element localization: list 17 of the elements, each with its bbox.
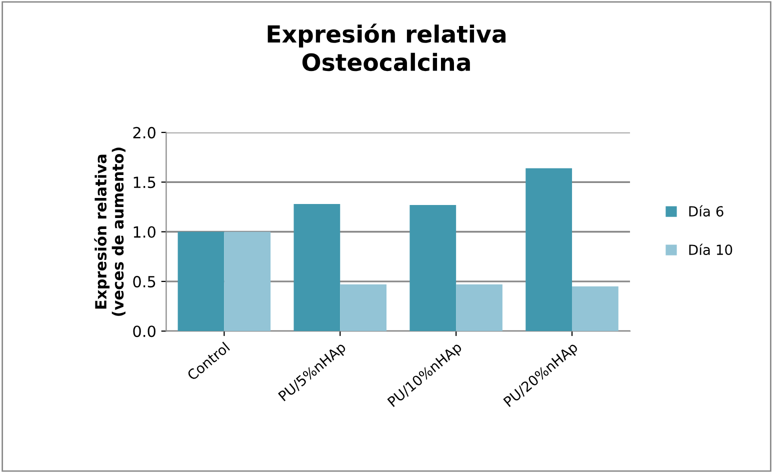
bar — [340, 284, 386, 332]
y-tick-label: 0.0 — [133, 326, 156, 338]
bar — [456, 284, 502, 332]
chart-title: Expresión relativa Osteocalcina — [268, 24, 506, 72]
bar — [526, 168, 572, 332]
bar — [178, 232, 224, 332]
bar — [294, 204, 340, 332]
legend-label: Día 6 — [689, 205, 724, 217]
bar — [224, 232, 271, 332]
y-tick-label: 0.5 — [133, 276, 156, 288]
legend-label: Día 10 — [689, 244, 732, 256]
y-axis-title: Expresión relativa (veces de aumento) — [94, 148, 126, 316]
y-tick-label: 1.0 — [134, 226, 156, 238]
bar — [410, 204, 456, 332]
bar — [572, 286, 618, 332]
y-tick-label: 1.5 — [134, 176, 156, 188]
y-tick-label: 2.0 — [133, 126, 156, 138]
